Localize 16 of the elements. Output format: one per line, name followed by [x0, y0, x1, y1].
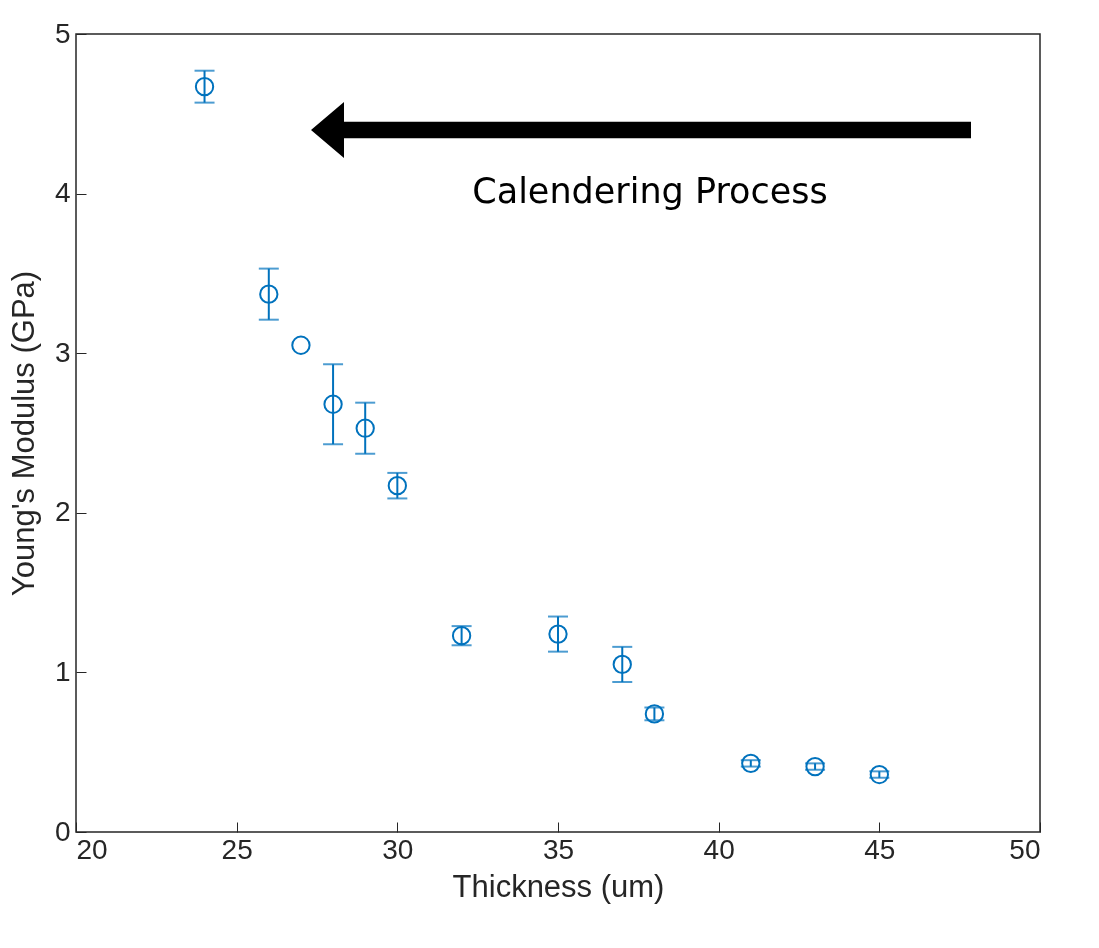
x-tick-label: 35 — [542, 833, 575, 865]
x-tick-label: 20 — [76, 833, 108, 865]
x-tick-label: 30 — [382, 833, 414, 865]
x-tick-label: 45 — [864, 833, 896, 865]
x-tick-label: 50 — [1009, 833, 1041, 865]
x-axis-title: Thickness (um) — [452, 868, 665, 904]
y-tick-label: 5 — [54, 17, 71, 49]
y-tick-label: 4 — [54, 177, 71, 209]
x-tick-label: 25 — [221, 833, 253, 865]
y-tick-label: 1 — [54, 655, 71, 687]
y-tick-label: 0 — [54, 815, 71, 847]
y-axis-title: Young's Modulus (GPa) — [5, 270, 41, 597]
y-tick-label: 3 — [54, 336, 71, 368]
annotation: Calendering Process — [472, 171, 828, 211]
x-tick-label: 40 — [703, 833, 735, 865]
y-tick-label: 2 — [54, 496, 71, 528]
